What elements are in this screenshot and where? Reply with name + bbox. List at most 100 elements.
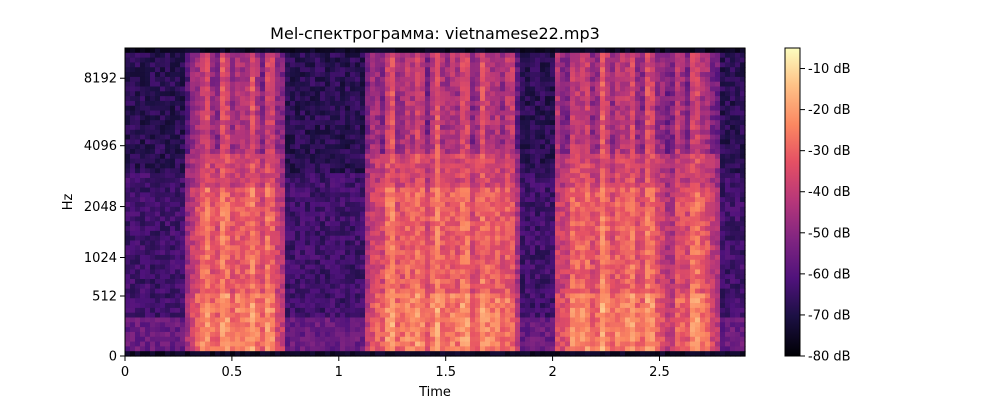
heatmap-cell	[320, 351, 326, 357]
heatmap-cell	[325, 120, 331, 126]
heatmap-cell	[420, 250, 426, 256]
heatmap-cell	[355, 163, 361, 169]
heatmap-cell	[395, 259, 401, 266]
heatmap-cell	[420, 336, 426, 343]
heatmap-cell	[320, 235, 326, 242]
heatmap-cell	[275, 307, 281, 314]
heatmap-cell	[340, 149, 346, 155]
heatmap-cell	[485, 322, 491, 328]
heatmap-cell	[220, 182, 226, 189]
heatmap-cell	[275, 269, 281, 275]
heatmap-cell	[265, 341, 271, 347]
heatmap-cell	[300, 264, 306, 270]
heatmap-cell	[325, 303, 331, 309]
heatmap-cell	[480, 158, 486, 165]
heatmap-cell	[355, 81, 361, 88]
heatmap-cell	[460, 221, 466, 227]
heatmap-cell	[235, 91, 241, 97]
heatmap-cell	[455, 211, 461, 218]
heatmap-cell	[400, 139, 406, 145]
heatmap-cell	[125, 235, 131, 242]
heatmap-cell	[430, 173, 436, 179]
heatmap-cell	[165, 57, 171, 64]
heatmap-cell	[505, 307, 511, 314]
heatmap-cell	[405, 293, 411, 299]
heatmap-cell	[230, 317, 236, 323]
heatmap-cell	[415, 336, 421, 343]
heatmap-cell	[235, 62, 241, 68]
heatmap-cell	[195, 245, 201, 251]
heatmap-cell	[235, 312, 241, 319]
heatmap-cell	[365, 149, 371, 155]
heatmap-cell	[145, 250, 151, 256]
heatmap-cell	[155, 226, 161, 232]
heatmap-cell	[455, 168, 461, 174]
heatmap-cell	[325, 192, 331, 198]
heatmap-cell	[205, 67, 211, 73]
heatmap-cell	[230, 351, 236, 357]
heatmap-cell	[360, 139, 366, 145]
heatmap-cell	[195, 67, 201, 73]
heatmap-cell	[315, 341, 321, 347]
heatmap-cell	[265, 226, 271, 232]
heatmap-cell	[510, 197, 516, 203]
heatmap-cell	[365, 327, 371, 333]
heatmap-cell	[230, 303, 236, 309]
heatmap-cell	[395, 115, 401, 121]
heatmap-cell	[360, 293, 366, 299]
heatmap-cell	[145, 283, 151, 290]
heatmap-cell	[265, 86, 271, 92]
heatmap-cell	[295, 197, 301, 203]
heatmap-cell	[165, 288, 171, 295]
heatmap-cell	[180, 279, 186, 285]
heatmap-cell	[240, 110, 246, 116]
heatmap-cell	[340, 182, 346, 189]
heatmap-cell	[130, 216, 136, 222]
heatmap-cell	[475, 235, 481, 242]
heatmap-cell	[410, 351, 416, 357]
heatmap-cell	[455, 221, 461, 227]
heatmap-cell	[300, 57, 306, 64]
heatmap-cell	[375, 317, 381, 323]
heatmap-cell	[415, 86, 421, 92]
heatmap-cell	[355, 52, 361, 59]
heatmap-cell	[125, 293, 131, 299]
heatmap-cell	[190, 216, 196, 222]
heatmap-cell	[345, 312, 351, 319]
heatmap-cell	[240, 129, 246, 136]
heatmap-cell	[465, 52, 471, 59]
heatmap-cell	[420, 288, 426, 295]
heatmap-cell	[380, 226, 386, 232]
heatmap-cell	[420, 149, 426, 155]
heatmap-cell	[380, 245, 386, 251]
heatmap-cell	[485, 67, 491, 73]
heatmap-cell	[405, 115, 411, 121]
heatmap-cell	[305, 81, 311, 88]
heatmap-cell	[450, 182, 456, 189]
heatmap-cell	[350, 211, 356, 218]
heatmap-cell	[440, 57, 446, 64]
heatmap-cell	[480, 322, 486, 328]
heatmap-cell	[265, 76, 271, 83]
heatmap-cell	[390, 86, 396, 92]
heatmap-cell	[510, 317, 516, 323]
heatmap-cell	[225, 341, 231, 347]
heatmap-cell	[355, 125, 361, 131]
heatmap-cell	[370, 307, 376, 314]
heatmap-cell	[150, 254, 156, 261]
heatmap-cell	[455, 115, 461, 121]
heatmap-cell	[500, 187, 506, 193]
heatmap-cell	[380, 216, 386, 222]
heatmap-cell	[190, 76, 196, 83]
heatmap-cell	[240, 168, 246, 174]
heatmap-cell	[450, 346, 456, 352]
heatmap-cell	[390, 96, 396, 102]
heatmap-cell	[335, 283, 341, 290]
heatmap-cell	[255, 86, 261, 92]
heatmap-cell	[445, 317, 451, 323]
heatmap-cell	[485, 254, 491, 261]
heatmap-cell	[315, 336, 321, 343]
heatmap-cell	[210, 206, 216, 213]
heatmap-cell	[335, 341, 341, 347]
heatmap-cell	[505, 120, 511, 126]
